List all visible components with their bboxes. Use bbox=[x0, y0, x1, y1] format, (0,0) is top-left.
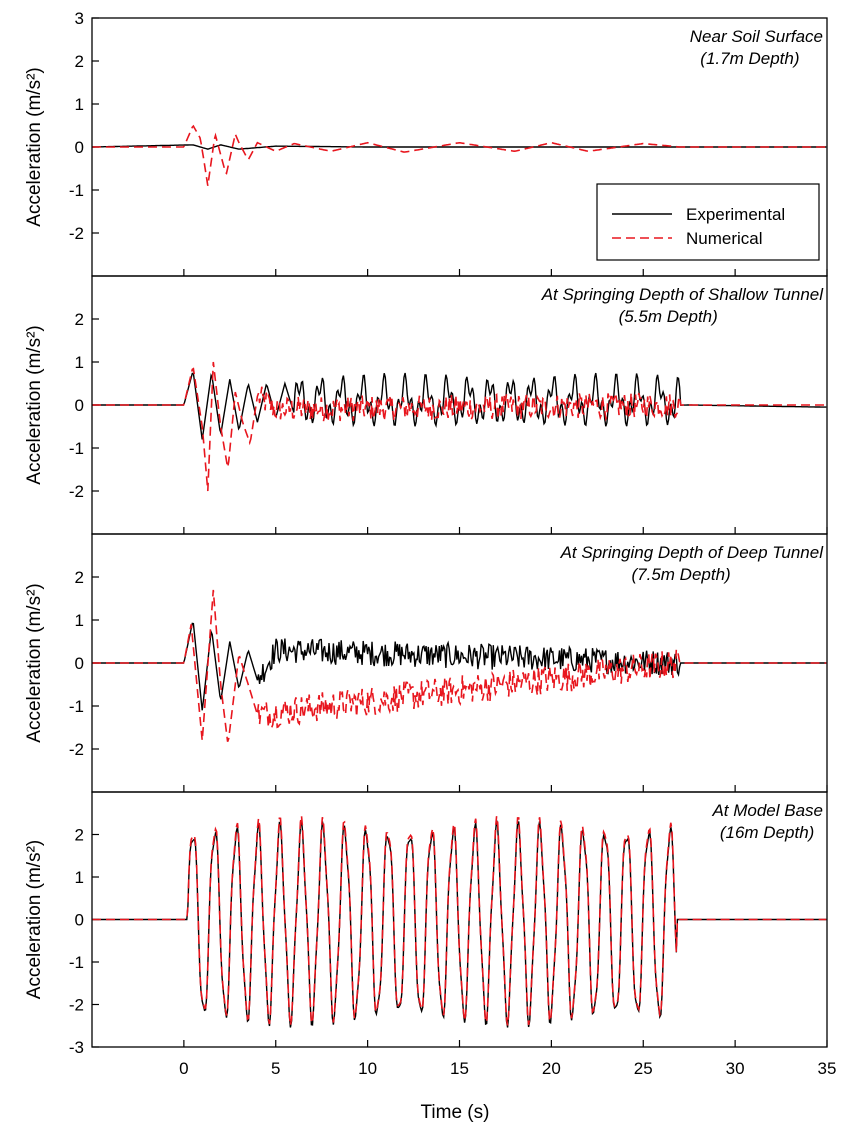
y-axis-label: Acceleration (m/s²) bbox=[24, 583, 45, 742]
x-tick-label: 20 bbox=[542, 1059, 561, 1078]
x-tick-label: 0 bbox=[179, 1059, 188, 1078]
panel-2: 2 1 0 -1 -2 At Springing Depth of Shallow Tun… bbox=[24, 275, 828, 535]
panel-title: Near Soil Surface bbox=[690, 27, 823, 46]
y-tick-label: -1 bbox=[69, 697, 84, 716]
y-tick-label: -1 bbox=[69, 953, 84, 972]
y-tick-label: -3 bbox=[69, 1038, 84, 1057]
x-tick-label: 10 bbox=[358, 1059, 377, 1078]
y-tick-label: 0 bbox=[75, 138, 84, 157]
panel-4: 2 1 0 -1 -2 -3 At Model Base (16m Depth) Acceler… bbox=[24, 791, 828, 1057]
panel-3: 2 1 0 -1 -2 At Springing Depth of Deep Tunnel… bbox=[24, 533, 828, 793]
y-tick-label: 1 bbox=[75, 868, 84, 887]
panel-subtitle: (16m Depth) bbox=[720, 823, 814, 842]
legend-label-numerical: Numerical bbox=[686, 229, 763, 248]
y-tick-label: 1 bbox=[75, 353, 84, 372]
y-tick-label: -2 bbox=[69, 482, 84, 501]
x-tick-label: 5 bbox=[271, 1059, 280, 1078]
y-tick-label: -1 bbox=[69, 439, 84, 458]
series-numerical-line bbox=[92, 361, 827, 492]
panel-frame bbox=[91, 791, 828, 1048]
y-tick-label: 1 bbox=[75, 611, 84, 630]
y-tick-label: 2 bbox=[75, 310, 84, 329]
y-tick-label: 2 bbox=[75, 568, 84, 587]
y-tick-label: 1 bbox=[75, 95, 84, 114]
y-tick-label: 2 bbox=[75, 826, 84, 845]
x-tick-label: 35 bbox=[818, 1059, 837, 1078]
y-tick-label: 0 bbox=[75, 654, 84, 673]
y-tick-label: -1 bbox=[69, 181, 84, 200]
series-numerical-line bbox=[92, 589, 827, 742]
panel-1: 3 2 1 0 -1 -2 Near Soil Surface (1.7m Depth) Acc… bbox=[24, 9, 828, 277]
panel-title: At Model Base bbox=[711, 801, 823, 820]
y-tick-label: 0 bbox=[75, 911, 84, 930]
x-tick-label: 15 bbox=[450, 1059, 469, 1078]
series-experimental-line bbox=[92, 144, 827, 150]
series-numerical-line bbox=[92, 124, 827, 186]
panel-subtitle: (7.5m Depth) bbox=[631, 565, 730, 584]
y-axis-label: Acceleration (m/s²) bbox=[24, 840, 45, 999]
y-tick-label: -2 bbox=[69, 996, 84, 1015]
panel-subtitle: (5.5m Depth) bbox=[619, 307, 718, 326]
y-tick-label: -2 bbox=[69, 224, 84, 243]
y-tick-label: 2 bbox=[75, 52, 84, 71]
legend: Experimental Numerical bbox=[596, 183, 820, 261]
x-tick-label: 30 bbox=[726, 1059, 745, 1078]
x-axis-label: Time (s) bbox=[421, 1102, 490, 1123]
y-axis-label: Acceleration (m/s²) bbox=[24, 67, 45, 226]
x-axis: 0 5 10 15 20 25 30 35 bbox=[179, 1059, 836, 1078]
y-tick-label: -2 bbox=[69, 740, 84, 759]
x-tick-label: 25 bbox=[634, 1059, 653, 1078]
y-tick-label: 0 bbox=[75, 396, 84, 415]
panel-title: At Springing Depth of Shallow Tunnel bbox=[541, 285, 825, 304]
legend-label-experimental: Experimental bbox=[686, 205, 785, 224]
panel-title: At Springing Depth of Deep Tunnel bbox=[560, 543, 825, 562]
y-tick-label: 3 bbox=[75, 9, 84, 28]
y-axis-label: Acceleration (m/s²) bbox=[24, 325, 45, 484]
legend-box bbox=[596, 183, 820, 261]
panel-subtitle: (1.7m Depth) bbox=[700, 49, 799, 68]
series-numerical-line bbox=[92, 815, 827, 1026]
